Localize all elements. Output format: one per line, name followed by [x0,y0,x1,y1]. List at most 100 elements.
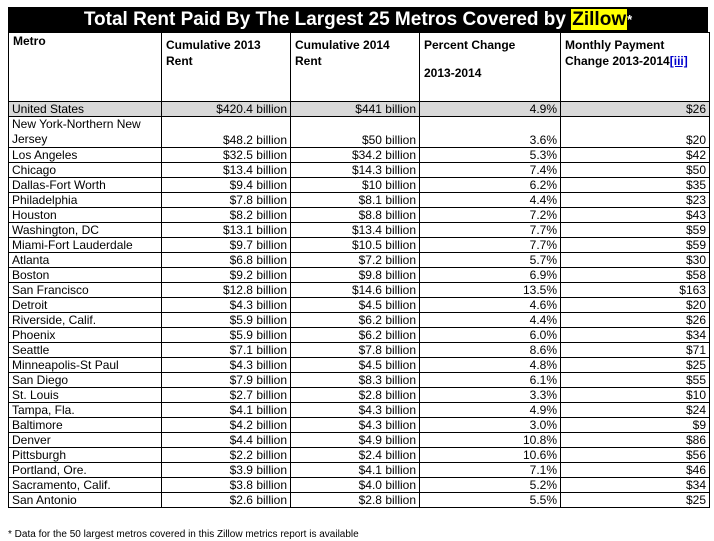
rent-2014-cell: $4.5 billion [290,357,420,373]
metro-cell: Washington, DC [8,222,162,238]
rent-2014-cell: $4.3 billion [290,402,420,418]
table-title: Total Rent Paid By The Largest 25 Metros… [8,7,708,32]
monthly-change-cell: $59 [560,237,710,253]
rent-2014-cell: $441 billion [290,101,420,117]
percent-change-cell: 4.8% [419,357,561,373]
percent-change-cell: 3.6% [419,116,561,148]
monthly-change-cell: $30 [560,252,710,268]
percent-change-cell: 8.6% [419,342,561,358]
rent-2013-cell: $12.8 billion [161,282,291,298]
rent-2013-cell: $4.1 billion [161,402,291,418]
monthly-change-cell: $50 [560,162,710,178]
title-footnote-star: * [627,12,633,27]
metro-cell: Los Angeles [8,147,162,163]
rent-2014-cell: $7.2 billion [290,252,420,268]
rent-2013-cell: $3.9 billion [161,462,291,478]
rent-2014-cell: $10.5 billion [290,237,420,253]
rent-2013-cell: $13.1 billion [161,222,291,238]
metro-cell: Atlanta [8,252,162,268]
metro-cell: United States [8,101,162,117]
table-row: Seattle $7.1 billion $7.8 billion 8.6% $71 [8,342,710,358]
rent-2014-cell: $6.2 billion [290,312,420,328]
monthly-change-cell: $9 [560,417,710,433]
monthly-change-cell: $26 [560,312,710,328]
rent-2013-cell: $48.2 billion [161,116,291,148]
header-percent-change: Percent Change 2013-2014 [419,32,561,102]
header-rent-2013: Cumulative 2013 Rent [161,32,291,102]
header-rent-2014: Cumulative 2014 Rent [290,32,420,102]
header-monthly-payment: Monthly Payment Change 2013-2014[iii] [560,32,710,102]
rent-2014-cell: $4.3 billion [290,417,420,433]
percent-change-cell: 7.4% [419,162,561,178]
table-row: Pittsburgh $2.2 billion $2.4 billion 10.6% $… [8,447,710,463]
table-row: Denver $4.4 billion $4.9 billion 10.8% $86 [8,432,710,448]
header-row: Metro Cumulative 2013 Rent Cumulative 20… [8,32,710,102]
rent-2013-cell: $420.4 billion [161,101,291,117]
metro-cell: Baltimore [8,417,162,433]
percent-change-cell: 4.9% [419,101,561,117]
percent-change-cell: 4.4% [419,192,561,208]
table-row-us-total: United States $420.4 billion $441 billion 4… [8,101,710,117]
rent-2014-cell: $4.9 billion [290,432,420,448]
metro-cell: Denver [8,432,162,448]
table-row: Riverside, Calif. $5.9 billion $6.2 billio… [8,312,710,328]
metro-cell: Chicago [8,162,162,178]
table-row: Minneapolis-St Paul $4.3 billion $4.5 bill… [8,357,710,373]
table-row: Baltimore $4.2 billion $4.3 billion 3.0% $9 [8,417,710,433]
rent-2014-cell: $13.4 billion [290,222,420,238]
metro-cell: Riverside, Calif. [8,312,162,328]
monthly-change-cell: $34 [560,477,710,493]
monthly-change-cell: $71 [560,342,710,358]
rent-2013-cell: $32.5 billion [161,147,291,163]
monthly-change-cell: $56 [560,447,710,463]
metro-cell: Phoenix [8,327,162,343]
metro-cell: Miami-Fort Lauderdale [8,237,162,253]
rent-2014-cell: $8.8 billion [290,207,420,223]
rent-2013-cell: $4.3 billion [161,297,291,313]
metro-cell: Minneapolis-St Paul [8,357,162,373]
table-row: Chicago $13.4 billion $14.3 billion 7.4% $50 [8,162,710,178]
rent-2013-cell: $7.8 billion [161,192,291,208]
metro-cell: San Francisco [8,282,162,298]
percent-change-cell: 5.7% [419,252,561,268]
percent-change-cell: 5.3% [419,147,561,163]
table-row: Sacramento, Calif. $3.8 billion $4.0 billi… [8,477,710,493]
percent-change-cell: 3.0% [419,417,561,433]
table-row: Philadelphia $7.8 billion $8.1 billion 4.4%… [8,192,710,208]
percent-change-cell: 6.0% [419,327,561,343]
monthly-change-cell: $20 [560,116,710,148]
rent-2014-cell: $7.8 billion [290,342,420,358]
monthly-change-cell: $43 [560,207,710,223]
monthly-change-cell: $26 [560,101,710,117]
metro-cell: Houston [8,207,162,223]
metro-cell: Detroit [8,297,162,313]
percent-change-cell: 7.1% [419,462,561,478]
rent-2013-cell: $7.9 billion [161,372,291,388]
table-row: Atlanta $6.8 billion $7.2 billion 5.7% $30 [8,252,710,268]
title-zillow-highlight: Zillow [571,9,628,30]
table-row: Boston $9.2 billion $9.8 billion 6.9% $58 [8,267,710,283]
percent-change-cell: 3.3% [419,387,561,403]
percent-change-cell: 10.8% [419,432,561,448]
metro-cell: San Diego [8,372,162,388]
table-row: St. Louis $2.7 billion $2.8 billion 3.3% $10 [8,387,710,403]
table-row: Detroit $4.3 billion $4.5 billion 4.6% $20 [8,297,710,313]
header-percent-label: Percent Change [424,38,516,52]
percent-change-cell: 10.6% [419,447,561,463]
table-row: Phoenix $5.9 billion $6.2 billion 6.0% $34 [8,327,710,343]
monthly-change-cell: $42 [560,147,710,163]
percent-change-cell: 6.1% [419,372,561,388]
monthly-change-cell: $59 [560,222,710,238]
monthly-change-cell: $35 [560,177,710,193]
rent-2014-cell: $6.2 billion [290,327,420,343]
percent-change-cell: 5.5% [419,492,561,508]
rent-2014-cell: $8.1 billion [290,192,420,208]
footnote-link-iii[interactable]: [iii] [669,54,688,68]
monthly-change-cell: $55 [560,372,710,388]
rent-2014-cell: $4.5 billion [290,297,420,313]
table-row: Portland, Ore. $3.9 billion $4.1 billion 7.… [8,462,710,478]
monthly-change-cell: $25 [560,492,710,508]
rent-2014-cell: $2.8 billion [290,387,420,403]
monthly-change-cell: $20 [560,297,710,313]
table-row: Los Angeles $32.5 billion $34.2 billion 5.3… [8,147,710,163]
